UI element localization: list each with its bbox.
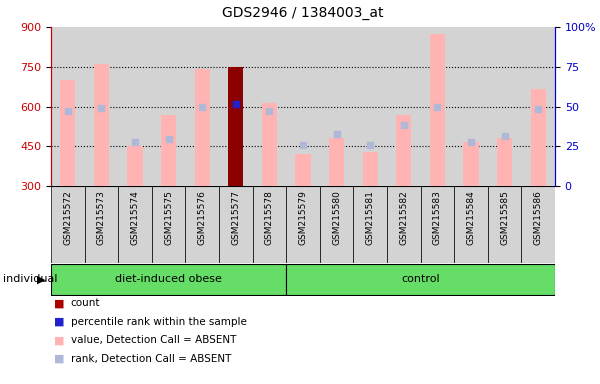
Text: GSM215574: GSM215574 [131,190,139,245]
Bar [295,154,311,186]
Text: GSM215579: GSM215579 [299,190,308,245]
Bar [463,142,479,186]
Text: rank, Detection Call = ABSENT: rank, Detection Call = ABSENT [71,354,231,364]
Bar [51,27,85,186]
Bar [530,89,546,186]
Bar [387,27,421,186]
Text: ▶: ▶ [37,274,45,285]
Bar [320,186,353,263]
Bar [262,103,277,186]
Bar [286,27,320,186]
Bar [421,186,454,263]
Bar [60,80,76,186]
Bar [118,186,152,263]
Bar [185,186,219,263]
Bar [497,139,512,186]
Text: ■: ■ [54,317,65,327]
Bar [396,114,412,186]
Text: value, Detection Call = ABSENT: value, Detection Call = ABSENT [71,335,236,345]
Text: ■: ■ [54,354,65,364]
Text: GSM215582: GSM215582 [400,190,409,245]
Text: GSM215585: GSM215585 [500,190,509,245]
Bar [194,70,210,186]
Bar [94,64,109,186]
Text: GSM215581: GSM215581 [366,190,375,245]
Bar [51,186,85,263]
Bar [488,186,521,263]
Bar [85,186,118,263]
Bar [454,186,488,263]
Text: control: control [401,274,440,285]
Bar [387,186,421,263]
Bar [353,186,387,263]
Bar [219,186,253,263]
Bar [521,186,555,263]
Bar [85,27,118,186]
Text: ■: ■ [54,335,65,345]
Bar [161,114,176,186]
Text: GSM215575: GSM215575 [164,190,173,245]
Text: GDS2946 / 1384003_at: GDS2946 / 1384003_at [222,7,384,20]
Text: GSM215580: GSM215580 [332,190,341,245]
Bar [421,27,454,186]
Text: GSM215586: GSM215586 [534,190,543,245]
Bar [185,27,219,186]
Bar [118,27,152,186]
Text: GSM215578: GSM215578 [265,190,274,245]
Bar [320,27,353,186]
Bar [488,27,521,186]
Text: diet-induced obese: diet-induced obese [115,274,222,285]
Text: GSM215583: GSM215583 [433,190,442,245]
Text: GSM215572: GSM215572 [64,190,73,245]
Text: GSM215576: GSM215576 [198,190,206,245]
Text: percentile rank within the sample: percentile rank within the sample [71,317,247,327]
Bar [286,264,555,295]
Bar [152,186,185,263]
Bar [219,27,253,186]
Bar [253,186,286,263]
Text: GSM215577: GSM215577 [232,190,240,245]
Bar [152,27,185,186]
Bar [329,139,344,186]
Text: ■: ■ [54,298,65,308]
Bar [454,27,488,186]
Text: individual: individual [3,274,58,285]
Text: count: count [71,298,100,308]
Bar [362,152,378,186]
Bar [51,264,286,295]
Bar [430,33,445,186]
Bar [253,27,286,186]
Text: GSM215584: GSM215584 [467,190,476,245]
Bar [228,67,244,186]
Bar [353,27,387,186]
Bar [127,146,143,186]
Bar [521,27,555,186]
Text: GSM215573: GSM215573 [97,190,106,245]
Bar [286,186,320,263]
